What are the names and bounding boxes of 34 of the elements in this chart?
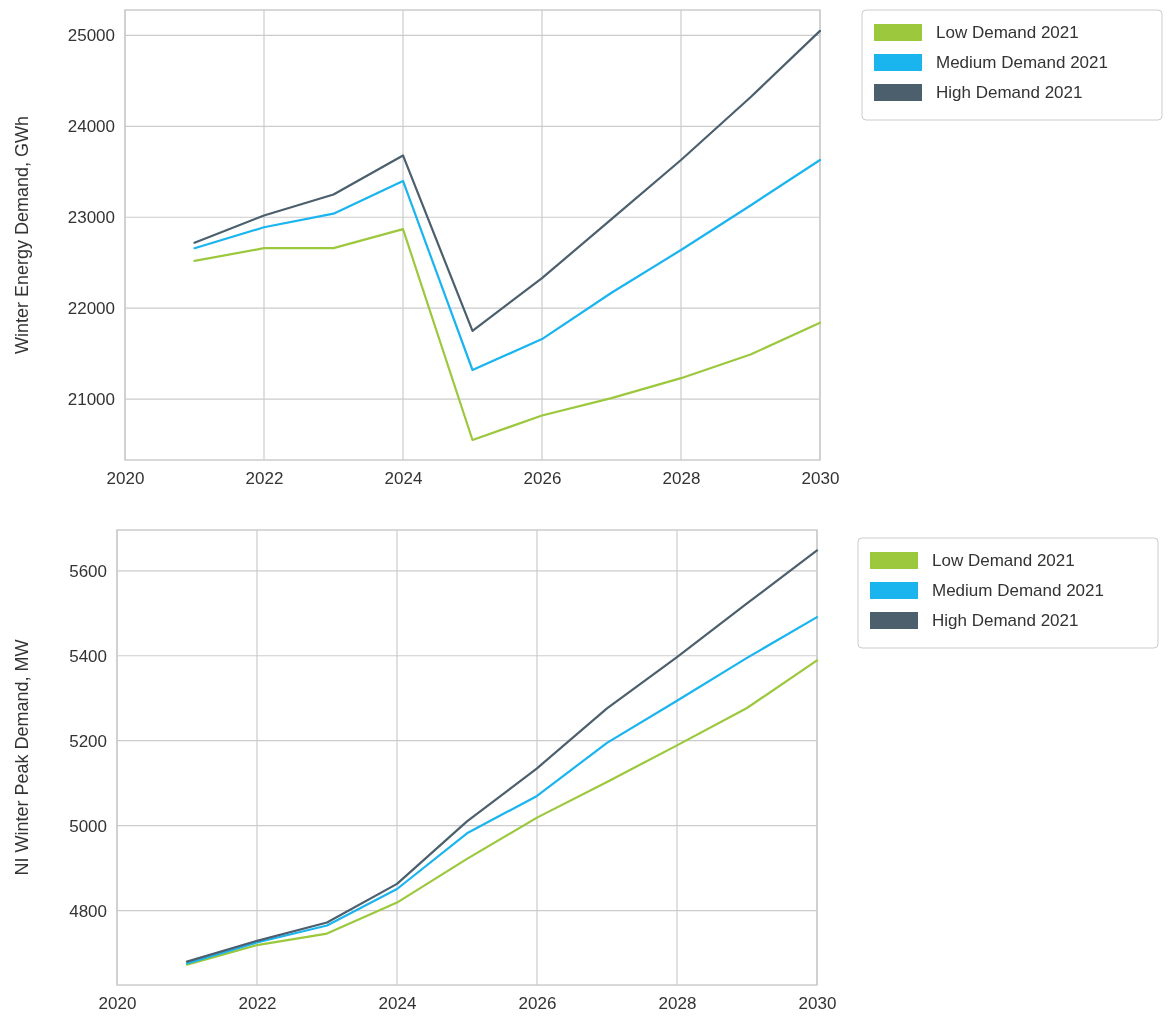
x-tick-label: 2028: [658, 994, 697, 1014]
x-tick-label: 2030: [798, 994, 837, 1014]
y-tick-label: 5200: [69, 731, 107, 751]
line-series: [193, 158, 822, 372]
legend-label: High Demand 2021: [936, 83, 1083, 102]
y-tick-label: 5000: [69, 816, 107, 836]
y-axis-title: Winter Energy Demand, GWh: [12, 115, 32, 355]
legend-label: Medium Demand 2021: [932, 581, 1104, 600]
x-tick-label: 2026: [523, 469, 562, 489]
x-tick-label: 2020: [98, 994, 137, 1014]
y-tick-label: 25000: [67, 26, 115, 46]
y-axis-title: NI Winter Peak Demand, MW: [12, 639, 32, 876]
line-series: [185, 549, 819, 963]
y-tick-label: 21000: [67, 390, 115, 410]
y-tick-label: 4800: [69, 901, 107, 921]
x-tick-label: 2022: [238, 994, 277, 1014]
y-tick-label: 5600: [69, 561, 107, 581]
y-tick-label: 5400: [69, 646, 107, 666]
line-series: [193, 29, 822, 333]
x-tick-label: 2020: [106, 469, 145, 489]
legend-label: High Demand 2021: [932, 611, 1079, 630]
x-tick-label: 2026: [518, 994, 557, 1014]
x-tick-label: 2022: [245, 469, 284, 489]
x-tick-label: 2024: [384, 469, 423, 489]
legend-label: Medium Demand 2021: [936, 53, 1108, 72]
y-tick-label: 24000: [67, 117, 115, 137]
x-tick-label: 2028: [662, 469, 701, 489]
line-series: [193, 227, 822, 442]
x-tick-label: 2024: [378, 994, 417, 1014]
y-tick-label: 22000: [67, 299, 115, 319]
legend-label: Low Demand 2021: [936, 23, 1079, 42]
x-tick-label: 2030: [801, 469, 840, 489]
y-tick-label: 23000: [67, 208, 115, 228]
legend-label: Low Demand 2021: [932, 551, 1075, 570]
